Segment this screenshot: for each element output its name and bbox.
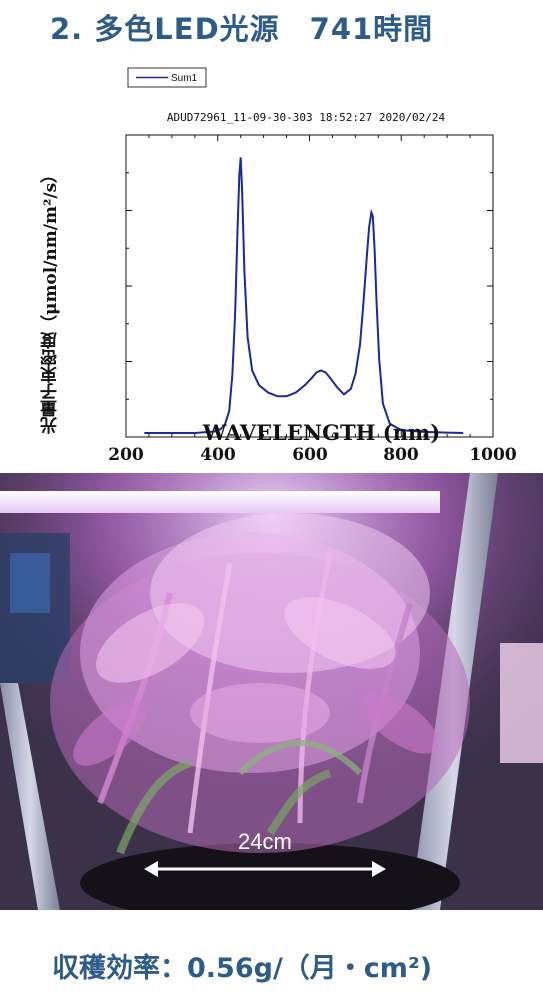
x-tick-label-800: 800 [383, 445, 419, 460]
spectrum-chart-svg: Sum1 ADUD72961_11-09-30-303 18:52:27 202… [108, 67, 517, 460]
x-tick-label-400: 400 [200, 445, 236, 460]
x-axis-label: WAVELENGTH (nm) [202, 420, 441, 445]
measurement-arrow [144, 861, 386, 877]
axis-ticks [125, 134, 494, 438]
page-title: 2. 多色LED光源 741時間 [50, 12, 434, 46]
chart-title: ADUD72961_11-09-30-303 18:52:27 2020/02/… [167, 111, 446, 124]
led-panel [0, 491, 440, 513]
plant-photo-illustration [0, 473, 543, 910]
y-axis-label: 光量子束密度（μmol/nm/m²/s） [41, 165, 61, 435]
x-tick-label-200: 200 [108, 445, 144, 460]
plant-foliage [50, 513, 470, 855]
series-line-sum1 [144, 157, 464, 434]
plant-photo: 24cm [0, 473, 543, 910]
spectrum-chart: Sum1 ADUD72961_11-09-30-303 18:52:27 202… [0, 60, 543, 460]
support-pole-left [0, 683, 60, 910]
legend-entry: Sum1 [171, 73, 198, 84]
plot-frame [125, 134, 494, 438]
x-tick-label-1000: 1000 [469, 445, 516, 460]
x-tick-label-600: 600 [292, 445, 328, 460]
measurement-label: 24cm [238, 829, 292, 854]
harvest-efficiency: 収穫効率：0.56g/（月・cm²) [52, 953, 433, 984]
